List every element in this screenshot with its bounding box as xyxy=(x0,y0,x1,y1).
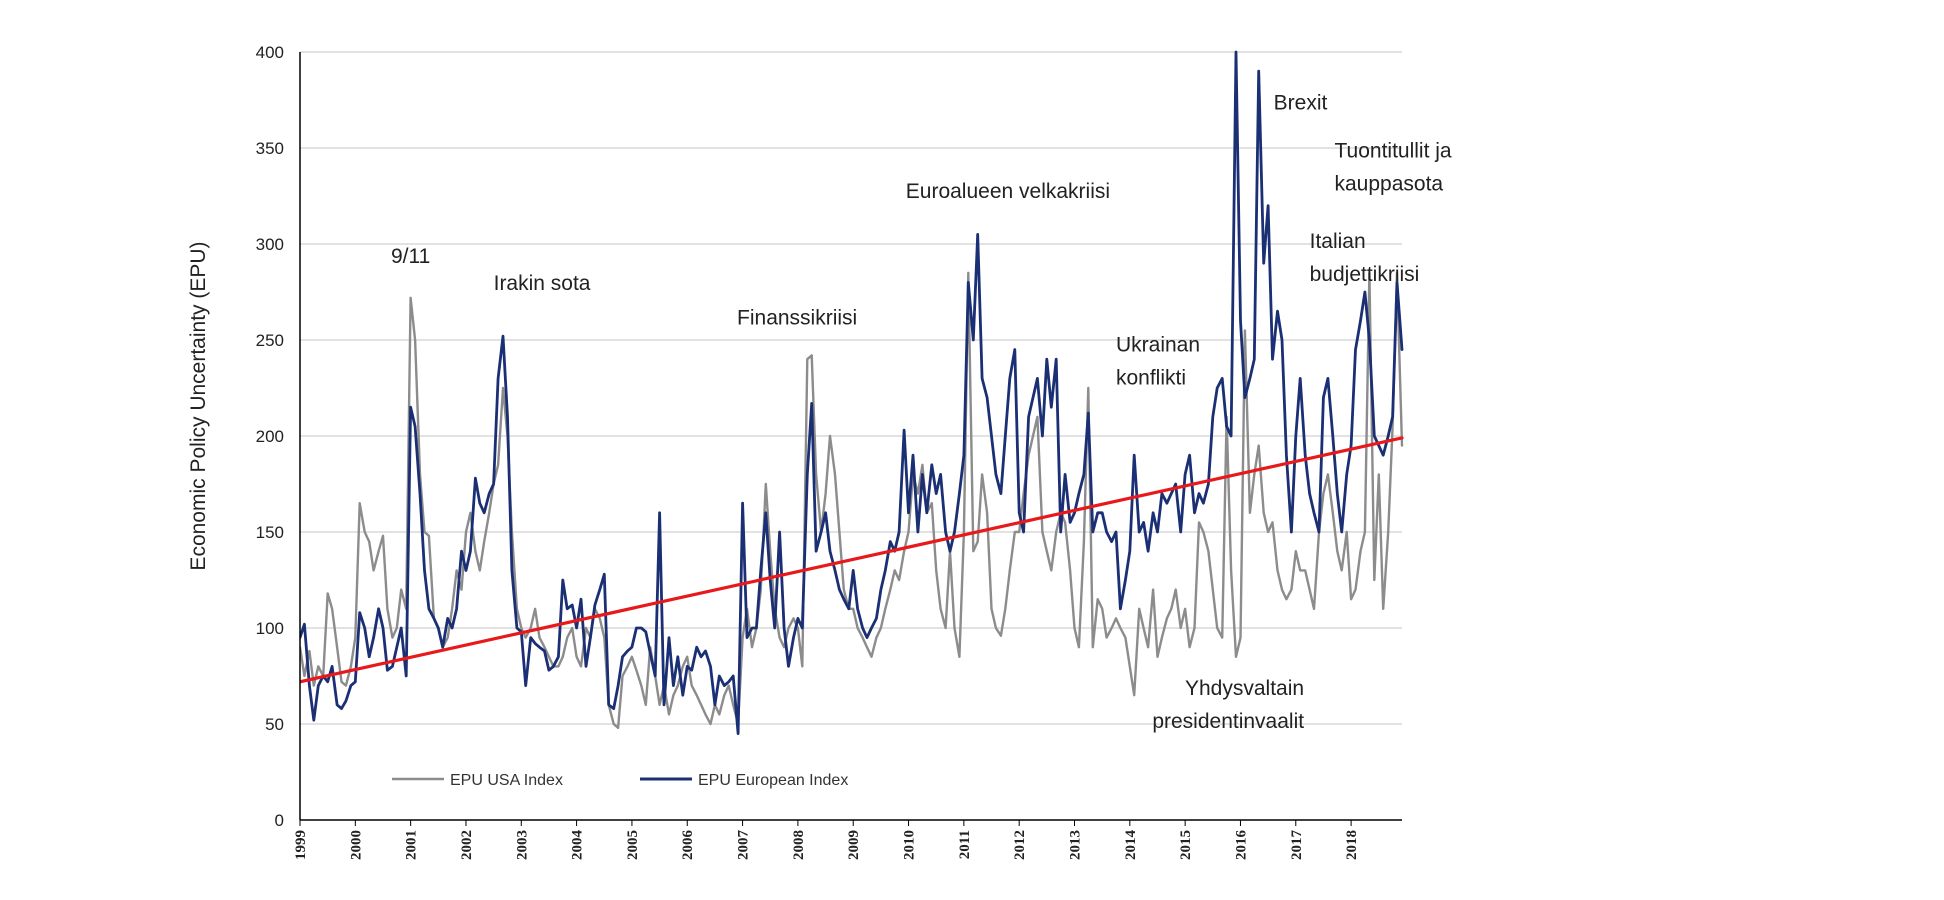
x-tick-label-2013: 2013 xyxy=(1067,830,1083,860)
x-tick-label-2012: 2012 xyxy=(1012,830,1028,860)
y-tick-labels: 0 50 100 150 200 250 300 350 400 xyxy=(256,43,284,830)
x-tick-label-2007: 2007 xyxy=(736,830,752,861)
x-tick-labels: 1999 2000 2001 2002 2003 2004 2005 2006 2007 2008… xyxy=(293,820,1360,860)
x-tick-label-2018: 2018 xyxy=(1344,830,1360,860)
annotation-0: 9/11 xyxy=(391,245,430,268)
legend: EPU USA Index EPU European Index xyxy=(392,772,848,789)
y-tick-label-100: 100 xyxy=(256,619,284,638)
x-tick-label-2006: 2006 xyxy=(680,830,696,861)
x-tick-label-2004: 2004 xyxy=(570,830,586,861)
annotation-4: Ukrainan konflikti xyxy=(1116,334,1200,390)
annotation-3: Euroalueen velkakriisi xyxy=(906,180,1110,203)
gridlines xyxy=(300,51,1402,725)
x-tick-label-1999: 1999 xyxy=(293,830,309,860)
x-tick-label-2017: 2017 xyxy=(1289,830,1305,861)
annotation-7: Italian budjettikriisi xyxy=(1310,230,1420,286)
x-tick-label-2002: 2002 xyxy=(459,830,475,860)
annotation-6: Tuontitullit ja kauppasota xyxy=(1335,140,1452,196)
series-line-europe xyxy=(300,50,1404,735)
x-tick-label-2008: 2008 xyxy=(791,830,807,860)
axes xyxy=(299,52,1402,821)
annotation-1: Irakin sota xyxy=(494,272,591,295)
x-tick-label-2001: 2001 xyxy=(404,830,420,860)
x-tick-label-2005: 2005 xyxy=(625,830,641,860)
series-lines xyxy=(300,50,1404,735)
annotation-5: Brexit xyxy=(1274,92,1328,115)
x-tick-label-2003: 2003 xyxy=(514,830,530,860)
x-tick-label-2010: 2010 xyxy=(902,830,918,860)
x-tick-label-2015: 2015 xyxy=(1178,830,1194,860)
legend-label-usa: EPU USA Index xyxy=(450,772,563,789)
legend-label-europe: EPU European Index xyxy=(698,772,848,789)
x-tick-label-2014: 2014 xyxy=(1123,830,1139,861)
x-tick-label-2009: 2009 xyxy=(846,830,862,860)
series-line-usa xyxy=(300,271,1404,729)
y-tick-label-150: 150 xyxy=(256,523,284,542)
annotation-8: Yhdysvaltain presidentinvaalit xyxy=(1152,677,1304,733)
series-line-trend xyxy=(300,436,1404,684)
y-tick-label-200: 200 xyxy=(256,427,284,446)
x-tick-label-2016: 2016 xyxy=(1233,830,1249,861)
annotation-2: Finanssikriisi xyxy=(737,307,857,330)
y-tick-label-250: 250 xyxy=(256,331,284,350)
y-axis-title: Economic Policy Uncertainty (EPU) xyxy=(187,241,210,570)
x-tick-label-2011: 2011 xyxy=(957,830,973,859)
y-tick-label-300: 300 xyxy=(256,235,284,254)
y-tick-label-350: 350 xyxy=(256,139,284,158)
y-tick-label-50: 50 xyxy=(265,715,284,734)
x-tick-label-2000: 2000 xyxy=(348,830,364,860)
y-tick-label-0: 0 xyxy=(275,811,284,830)
event-annotations: 9/11 Irakin sota Finanssikriisi Euroalueen … xyxy=(391,92,1452,734)
y-tick-label-400: 400 xyxy=(256,43,284,62)
